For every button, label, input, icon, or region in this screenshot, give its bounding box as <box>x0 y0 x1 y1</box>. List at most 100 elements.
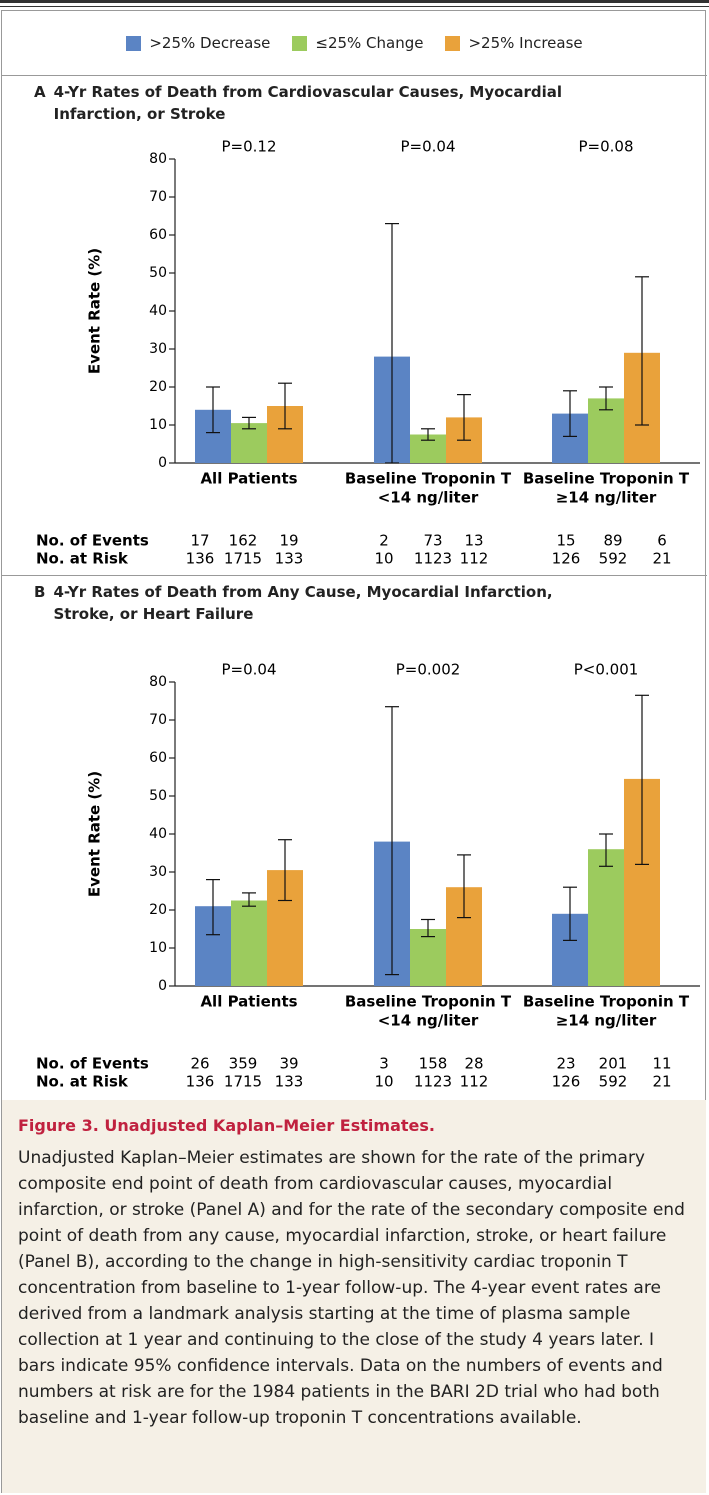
top-rule <box>0 6 709 7</box>
p-value: P<0.001 <box>574 661 639 679</box>
separator <box>1 575 707 576</box>
table-cell: 23 <box>556 1055 575 1073</box>
error-bar <box>421 918 435 938</box>
x-tick-label: Baseline Troponin T <box>345 993 512 1011</box>
panel-title-text: 4-Yr Rates of Death from Any Cause, Myoc… <box>53 583 553 623</box>
table-cell: 201 <box>599 1055 628 1073</box>
legend-label: >25% Increase <box>468 34 583 52</box>
y-tick-label: 0 <box>158 978 167 994</box>
panel-title: B 4-Yr Rates of Death from Any Cause, Myo… <box>34 581 674 625</box>
error-bar <box>563 886 577 942</box>
table-cell: 136 <box>186 550 215 568</box>
table-cell: 133 <box>275 1073 304 1091</box>
y-tick-label: 50 <box>149 265 167 281</box>
table-cell: 6 <box>657 532 667 550</box>
x-tick-label: ≥14 ng/liter <box>556 489 657 507</box>
table-cell: 19 <box>279 532 298 550</box>
p-value: P=0.08 <box>578 138 633 156</box>
bar <box>410 929 446 986</box>
error-bar <box>635 276 649 426</box>
legend-item: >25% Increase <box>445 34 583 52</box>
error-bar <box>206 386 220 434</box>
legend-swatch <box>445 35 461 51</box>
error-bar <box>242 892 256 907</box>
x-tick-label: Baseline Troponin T <box>523 993 690 1011</box>
caption-title: Unadjusted Kaplan–Meier Estimates. <box>104 1116 435 1135</box>
table-row-label: No. of Events <box>36 1055 149 1073</box>
x-tick-label: <14 ng/liter <box>378 489 479 507</box>
bar <box>231 900 267 986</box>
x-tick-label: Baseline Troponin T <box>345 470 512 488</box>
legend-item: ≤25% Change <box>292 34 423 52</box>
table-cell: 592 <box>599 1073 628 1091</box>
y-tick-label: 10 <box>149 940 167 956</box>
table-cell: 3 <box>379 1055 389 1073</box>
panel-letter: A <box>34 83 46 101</box>
table-cell: 162 <box>229 532 258 550</box>
table-cell: 73 <box>423 532 442 550</box>
table-cell: 10 <box>374 550 393 568</box>
y-tick-label: 20 <box>149 902 167 918</box>
table-cell: 15 <box>556 532 575 550</box>
legend-swatch <box>126 35 142 51</box>
y-tick-label: 50 <box>149 788 167 804</box>
legend-item: >25% Decrease <box>126 34 270 52</box>
table-cell: 1715 <box>224 550 262 568</box>
table-cell: 10 <box>374 1073 393 1091</box>
caption-heading: Figure 3. Unadjusted Kaplan–Meier Estima… <box>18 1116 690 1135</box>
table-cell: 26 <box>190 1055 209 1073</box>
error-bar <box>421 428 435 441</box>
error-bar <box>599 386 613 411</box>
table-cell: 2 <box>379 532 389 550</box>
p-value: P=0.04 <box>400 138 455 156</box>
table-cell: 359 <box>229 1055 258 1073</box>
table-cell: 21 <box>652 1073 671 1091</box>
y-tick-label: 30 <box>149 864 167 880</box>
table-cell: 136 <box>186 1073 215 1091</box>
panel-title-text: 4-Yr Rates of Death from Cardiovascular … <box>53 83 562 123</box>
y-tick-label: 0 <box>158 455 167 471</box>
p-value: P=0.12 <box>221 138 276 156</box>
error-bar <box>278 839 292 902</box>
error-bar <box>457 394 471 441</box>
table-cell: 1123 <box>414 550 452 568</box>
y-tick-label: 40 <box>149 826 167 842</box>
legend-swatch <box>292 35 308 51</box>
y-tick-label: 60 <box>149 227 167 243</box>
table-cell: 21 <box>652 550 671 568</box>
table-row-label: No. at Risk <box>36 550 129 568</box>
table-cell: 592 <box>599 550 628 568</box>
panel-letter: B <box>34 583 46 601</box>
table-cell: 133 <box>275 550 304 568</box>
error-bar <box>206 878 220 936</box>
y-tick-label: 20 <box>149 379 167 395</box>
x-tick-label: Baseline Troponin T <box>523 470 690 488</box>
error-bar <box>457 854 471 919</box>
table-cell: 13 <box>464 532 483 550</box>
separator <box>1 75 707 76</box>
x-tick-label: <14 ng/liter <box>378 1012 479 1030</box>
table-cell: 1715 <box>224 1073 262 1091</box>
legend-label: ≤25% Change <box>315 34 424 52</box>
table-cell: 112 <box>460 1073 489 1091</box>
table-cell: 28 <box>464 1055 483 1073</box>
bar <box>231 423 267 463</box>
error-bar <box>563 390 577 437</box>
table-cell: 89 <box>603 532 622 550</box>
y-tick-label: 70 <box>149 189 167 205</box>
table-row-label: No. at Risk <box>36 1073 129 1091</box>
p-value: P=0.04 <box>221 661 276 679</box>
error-bar <box>599 833 613 867</box>
y-tick-label: 80 <box>149 151 167 167</box>
table-cell: 112 <box>460 550 489 568</box>
y-tick-label: 80 <box>149 674 167 690</box>
error-bar <box>385 223 399 464</box>
caption-text: Unadjusted Kaplan–Meier estimates are sh… <box>18 1148 685 1428</box>
x-tick-label: All Patients <box>200 993 297 1011</box>
error-bar <box>385 706 399 976</box>
y-axis-title: Event Rate (%) <box>86 248 104 374</box>
x-tick-label: ≥14 ng/liter <box>556 1012 657 1030</box>
panel-title: A 4-Yr Rates of Death from Cardiovascular… <box>34 81 674 125</box>
y-tick-label: 60 <box>149 750 167 766</box>
